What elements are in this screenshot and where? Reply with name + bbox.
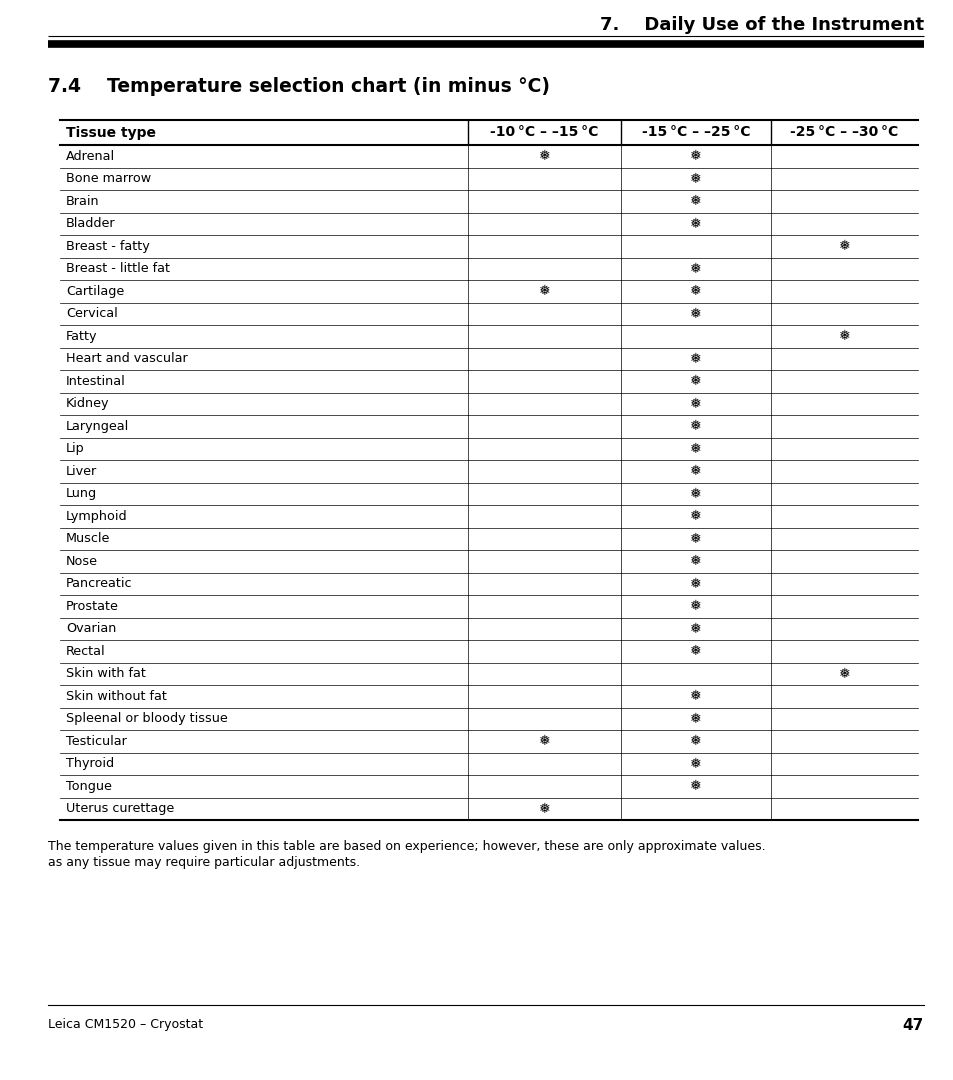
Text: Prostate: Prostate bbox=[66, 599, 119, 612]
Text: ❅: ❅ bbox=[689, 510, 701, 523]
Text: ❅: ❅ bbox=[689, 172, 701, 186]
Text: Spleenal or bloody tissue: Spleenal or bloody tissue bbox=[66, 712, 228, 726]
Text: Nose: Nose bbox=[66, 555, 98, 568]
Text: Breast - little fat: Breast - little fat bbox=[66, 262, 170, 275]
Text: ❅: ❅ bbox=[689, 284, 701, 298]
Text: Muscle: Muscle bbox=[66, 532, 111, 545]
Text: ❅: ❅ bbox=[689, 396, 701, 410]
Text: ❅: ❅ bbox=[538, 734, 550, 748]
Text: Adrenal: Adrenal bbox=[66, 150, 115, 163]
Text: 7.4    Temperature selection chart (in minus °C): 7.4 Temperature selection chart (in minu… bbox=[48, 78, 550, 96]
Text: 7.    Daily Use of the Instrument: 7. Daily Use of the Instrument bbox=[599, 16, 923, 33]
Text: ❅: ❅ bbox=[538, 284, 550, 298]
Text: ❅: ❅ bbox=[689, 419, 701, 433]
Text: ❅: ❅ bbox=[689, 149, 701, 163]
Text: Tissue type: Tissue type bbox=[66, 125, 156, 139]
Text: Lymphoid: Lymphoid bbox=[66, 510, 128, 523]
Text: Skin without fat: Skin without fat bbox=[66, 690, 167, 703]
Text: Bone marrow: Bone marrow bbox=[66, 172, 151, 186]
Text: Fatty: Fatty bbox=[66, 329, 97, 342]
Text: ❅: ❅ bbox=[689, 622, 701, 636]
Text: ❅: ❅ bbox=[689, 689, 701, 703]
Text: Lip: Lip bbox=[66, 442, 85, 456]
Text: -25 °C – –30 °C: -25 °C – –30 °C bbox=[789, 125, 898, 139]
Text: ❅: ❅ bbox=[689, 217, 701, 231]
Text: Leica CM1520 – Cryostat: Leica CM1520 – Cryostat bbox=[48, 1018, 203, 1031]
Text: Kidney: Kidney bbox=[66, 397, 110, 410]
Text: Thyroid: Thyroid bbox=[66, 757, 114, 770]
Text: 47: 47 bbox=[902, 1018, 923, 1032]
Text: Intestinal: Intestinal bbox=[66, 375, 126, 388]
Text: Bladder: Bladder bbox=[66, 217, 115, 230]
Text: ❅: ❅ bbox=[689, 734, 701, 748]
Text: Tongue: Tongue bbox=[66, 780, 112, 793]
Text: ❅: ❅ bbox=[538, 801, 550, 815]
Text: ❅: ❅ bbox=[689, 194, 701, 208]
Text: Laryngeal: Laryngeal bbox=[66, 420, 129, 433]
Text: ❅: ❅ bbox=[689, 261, 701, 275]
Text: ❅: ❅ bbox=[689, 712, 701, 726]
Text: Brain: Brain bbox=[66, 194, 99, 207]
Text: Breast - fatty: Breast - fatty bbox=[66, 240, 150, 253]
Text: ❅: ❅ bbox=[689, 352, 701, 366]
Text: ❅: ❅ bbox=[538, 149, 550, 163]
Text: ❅: ❅ bbox=[689, 307, 701, 321]
Text: -10 °C – –15 °C: -10 °C – –15 °C bbox=[490, 125, 598, 139]
Text: ❅: ❅ bbox=[689, 577, 701, 591]
Text: ❅: ❅ bbox=[689, 487, 701, 501]
Text: Heart and vascular: Heart and vascular bbox=[66, 352, 188, 365]
Text: Skin with fat: Skin with fat bbox=[66, 667, 146, 680]
Text: ❅: ❅ bbox=[838, 666, 849, 680]
Text: ❅: ❅ bbox=[689, 554, 701, 568]
Text: Uterus curettage: Uterus curettage bbox=[66, 802, 174, 815]
Text: Liver: Liver bbox=[66, 464, 97, 477]
Text: Ovarian: Ovarian bbox=[66, 622, 116, 635]
Text: Cartilage: Cartilage bbox=[66, 285, 124, 298]
Text: ❅: ❅ bbox=[689, 780, 701, 793]
Text: ❅: ❅ bbox=[689, 531, 701, 545]
Text: Testicular: Testicular bbox=[66, 734, 127, 747]
Text: ❅: ❅ bbox=[689, 599, 701, 613]
Text: ❅: ❅ bbox=[838, 329, 849, 343]
Text: ❅: ❅ bbox=[689, 645, 701, 658]
Text: Lung: Lung bbox=[66, 487, 97, 500]
Text: ❅: ❅ bbox=[689, 757, 701, 771]
Text: ❅: ❅ bbox=[689, 375, 701, 388]
Text: Rectal: Rectal bbox=[66, 645, 106, 658]
Text: ❅: ❅ bbox=[689, 464, 701, 478]
Text: ❅: ❅ bbox=[689, 442, 701, 456]
Text: ❅: ❅ bbox=[838, 240, 849, 253]
Text: The temperature values given in this table are based on experience; however, the: The temperature values given in this tab… bbox=[48, 840, 765, 853]
Text: Pancreatic: Pancreatic bbox=[66, 577, 132, 591]
Text: as any tissue may require particular adjustments.: as any tissue may require particular adj… bbox=[48, 856, 359, 869]
Text: -15 °C – –25 °C: -15 °C – –25 °C bbox=[641, 125, 749, 139]
Text: Cervical: Cervical bbox=[66, 307, 117, 321]
